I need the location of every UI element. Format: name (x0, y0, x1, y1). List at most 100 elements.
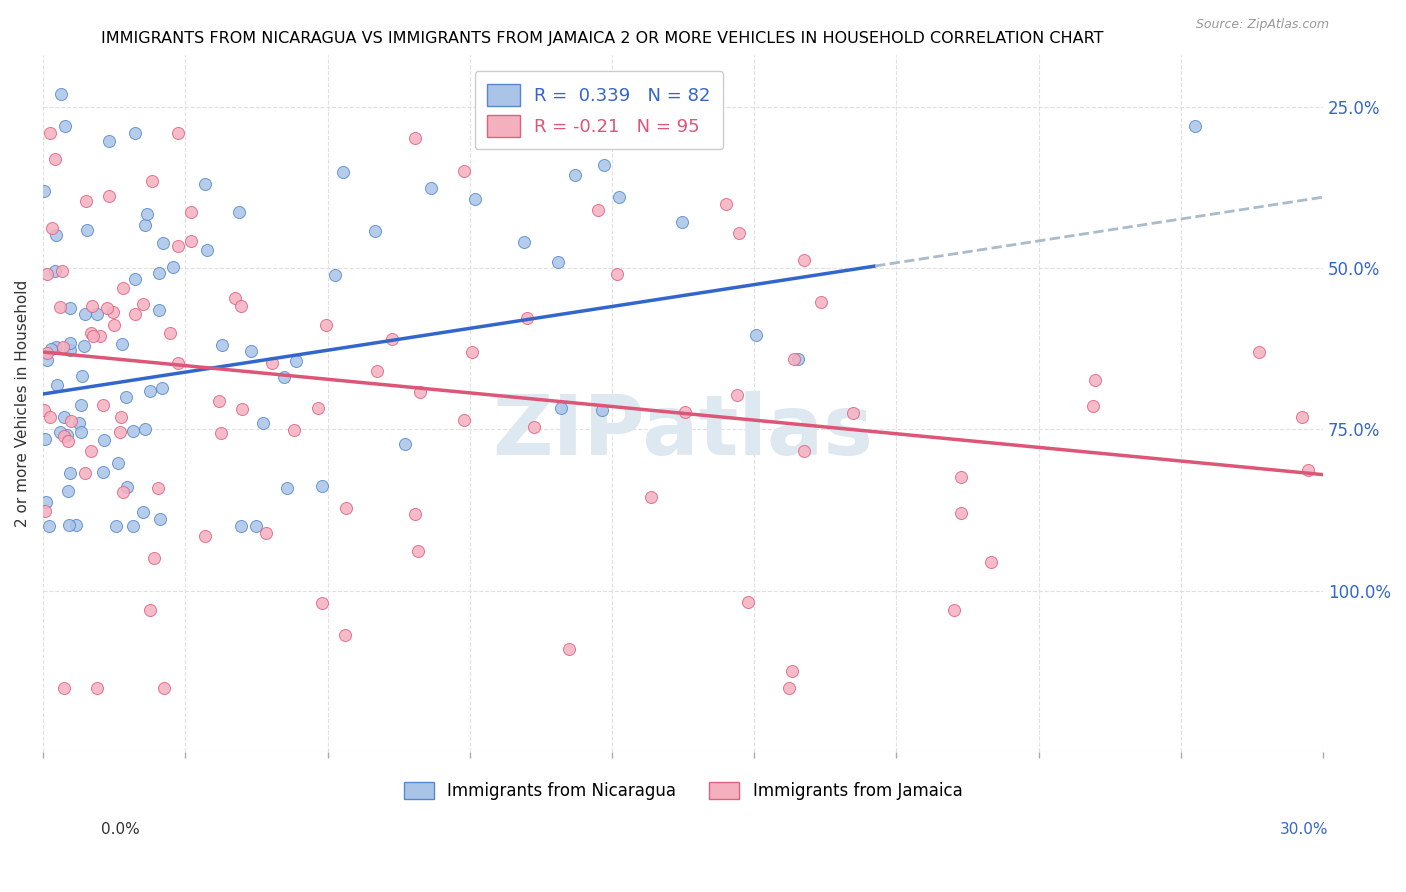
Point (591, 403, 613, 417)
Point (607, 190, 630, 204)
Point (53, 429, 76, 443)
Point (194, 178, 217, 192)
Point (558, 641, 581, 656)
Point (134, 422, 156, 436)
Point (167, 126, 190, 140)
Point (273, 369, 295, 384)
Point (122, 424, 145, 438)
Point (260, 356, 283, 370)
Point (311, 478, 333, 492)
Point (307, 401, 329, 415)
Point (122, 519, 145, 533)
Point (335, 501, 357, 516)
Point (134, 218, 156, 232)
Point (842, 406, 865, 420)
Point (152, 681, 174, 695)
Point (148, 302, 170, 317)
Point (1291, 409, 1313, 424)
Point (86, 681, 108, 695)
Point (673, 405, 696, 419)
Point (59, 466, 82, 480)
Point (91, 398, 114, 412)
Point (950, 470, 973, 484)
Point (38, 409, 60, 424)
Point (124, 126, 146, 140)
Point (35, 353, 58, 368)
Point (745, 327, 768, 342)
Point (69, 425, 91, 439)
Point (38, 519, 60, 533)
Point (146, 481, 169, 495)
Point (453, 413, 475, 427)
Point (34, 504, 56, 518)
Point (142, 550, 165, 565)
Point (38, 126, 60, 140)
Point (41, 220, 63, 235)
Point (135, 207, 157, 221)
Point (148, 266, 170, 280)
Point (110, 409, 132, 424)
Point (48, 425, 70, 439)
Point (180, 204, 202, 219)
Point (311, 595, 333, 609)
Point (333, 628, 356, 642)
Point (1184, 119, 1206, 133)
Point (49, 300, 72, 314)
Point (52, 681, 75, 695)
Point (112, 485, 135, 500)
Text: 0.0%: 0.0% (101, 822, 141, 837)
Point (783, 352, 806, 367)
Point (254, 525, 277, 540)
Point (73, 339, 96, 353)
Point (564, 168, 586, 182)
Point (180, 234, 202, 248)
Point (111, 336, 134, 351)
Point (381, 332, 404, 346)
Point (52, 340, 75, 354)
Point (104, 519, 127, 533)
Point (950, 506, 973, 520)
Point (35, 267, 58, 281)
Y-axis label: 2 or more Vehicles in Household: 2 or more Vehicles in Household (15, 280, 30, 527)
Point (162, 260, 184, 274)
Point (283, 423, 305, 437)
Point (149, 512, 172, 526)
Point (810, 295, 832, 310)
Text: IMMIGRANTS FROM NICARAGUA VS IMMIGRANTS FROM JAMAICA 2 OR MORE VEHICLES IN HOUSE: IMMIGRANTS FROM NICARAGUA VS IMMIGRANTS … (101, 31, 1104, 46)
Point (363, 224, 385, 238)
Point (159, 326, 181, 340)
Point (943, 602, 966, 616)
Point (82, 299, 104, 313)
Point (56, 483, 79, 498)
Point (606, 267, 628, 281)
Point (72, 368, 94, 383)
Text: ZIPatlas: ZIPatlas (492, 391, 873, 472)
Point (82, 328, 104, 343)
Point (45, 340, 67, 354)
Point (1084, 373, 1107, 387)
Point (141, 174, 163, 188)
Point (39, 342, 62, 356)
Point (65, 518, 87, 533)
Point (107, 456, 129, 470)
Point (793, 443, 815, 458)
Point (516, 311, 538, 326)
Point (714, 196, 737, 211)
Point (404, 131, 426, 145)
Point (53, 119, 76, 133)
Point (45, 228, 67, 243)
Point (523, 419, 546, 434)
Point (115, 480, 138, 494)
Point (547, 254, 569, 268)
Point (76, 223, 98, 237)
Point (332, 165, 354, 179)
Point (209, 425, 232, 440)
Point (49, 87, 72, 101)
Point (35, 494, 58, 508)
Point (32, 403, 55, 417)
Point (115, 390, 138, 404)
Point (53, 409, 76, 424)
Point (453, 164, 475, 178)
Point (101, 305, 124, 319)
Point (132, 297, 155, 311)
